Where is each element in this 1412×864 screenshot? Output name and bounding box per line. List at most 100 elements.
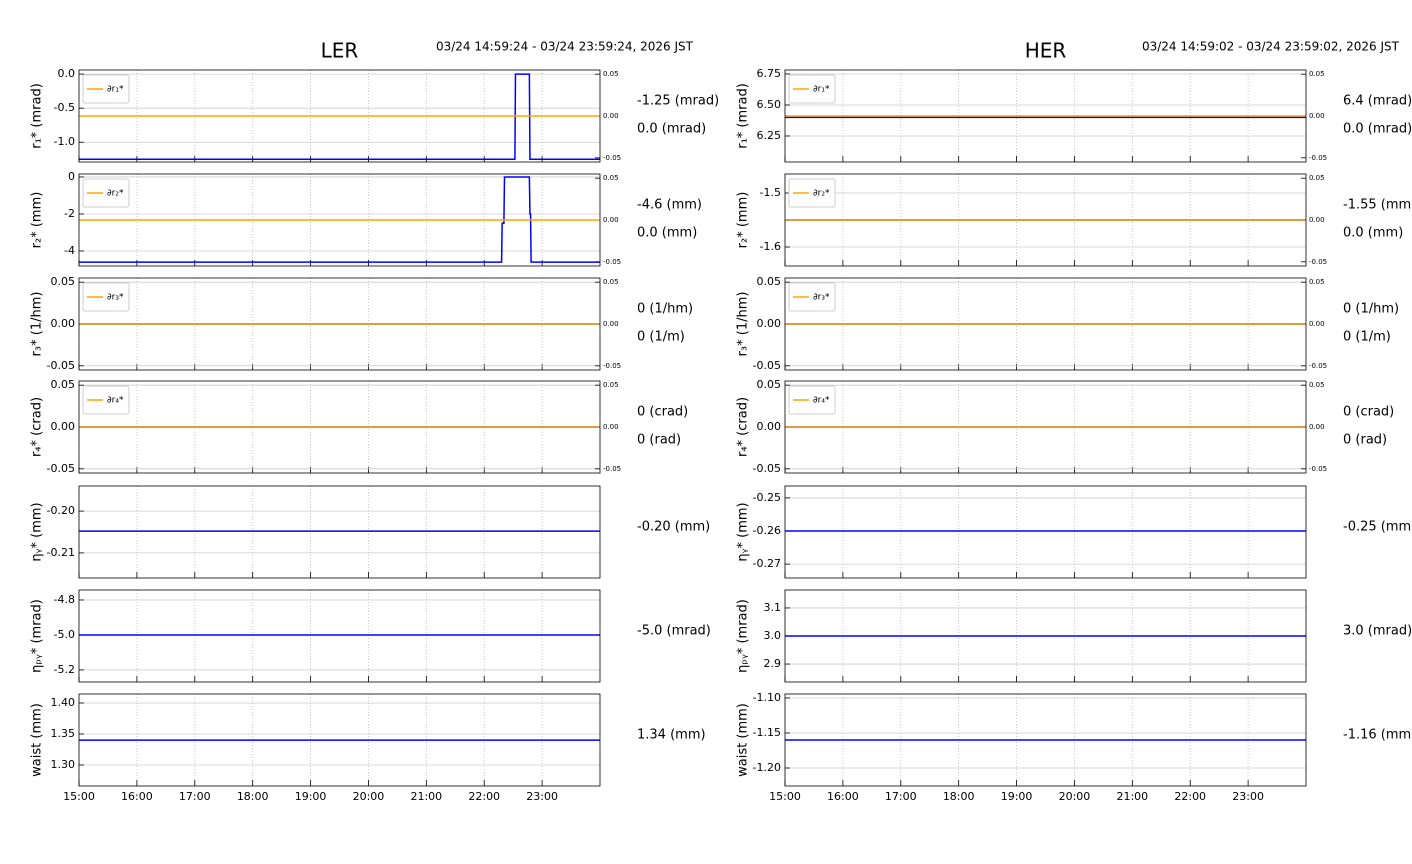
- x-tick-label: 20:00: [1059, 790, 1091, 803]
- plot-frame: [784, 693, 1307, 787]
- y-axis-label: ηₚᵧ* (mrad): [736, 599, 751, 673]
- value-annotation: -1.16 (mm): [1343, 728, 1412, 743]
- y-tick-label: 1.40: [51, 696, 76, 709]
- y-tick-label: 0.00: [757, 420, 782, 433]
- y-tick-label: -4: [64, 244, 75, 257]
- y-tick-label: 0.05: [51, 378, 76, 391]
- y-axis-label: r₃* (1/hm): [30, 292, 45, 357]
- value-annotation: 0 (crad): [1343, 405, 1394, 420]
- x-tick-label: 23:00: [526, 790, 558, 803]
- y2-tick-label: -0.05: [603, 465, 621, 473]
- y2-tick-label: -0.05: [1309, 362, 1327, 370]
- y-tick-label: -1.10: [753, 691, 781, 704]
- y2-tick-label: 0.00: [1309, 112, 1325, 120]
- value-annotation: 0 (1/m): [637, 330, 685, 345]
- y-tick-label: -0.05: [47, 462, 75, 475]
- panel-title: LER: [321, 39, 359, 63]
- legend-box: [788, 74, 836, 104]
- y-axis-label: r₁* (mrad): [30, 83, 45, 149]
- y-tick-label: 0.05: [51, 275, 76, 288]
- x-tick-label: 18:00: [943, 790, 975, 803]
- x-tick-label: 23:00: [1232, 790, 1264, 803]
- y2-tick-label: 0.00: [1309, 423, 1325, 431]
- y2-tick-label: -0.05: [603, 362, 621, 370]
- y-tick-label: -4.8: [54, 593, 75, 606]
- x-tick-label: 19:00: [1001, 790, 1033, 803]
- value-annotation: -1.55 (mm): [1343, 198, 1412, 213]
- value-annotation: -1.25 (mrad): [637, 94, 719, 109]
- value-annotation: 3.0 (mrad): [1343, 624, 1412, 639]
- legend-label: ∂r₄*: [107, 396, 124, 406]
- x-tick-label: 20:00: [353, 790, 385, 803]
- y2-tick-label: -0.05: [1309, 258, 1327, 266]
- x-tick-label: 15:00: [769, 790, 801, 803]
- y2-tick-label: 0.05: [603, 174, 619, 182]
- value-annotation: 0 (rad): [637, 433, 681, 448]
- y-tick-label: 6.25: [757, 129, 782, 142]
- y-tick-label: -0.05: [47, 359, 75, 372]
- y-axis-label: waist (mm): [30, 703, 45, 777]
- value-annotation: 0.0 (mrad): [1343, 122, 1412, 137]
- value-annotation: 0 (1/m): [1343, 330, 1391, 345]
- y-tick-label: 0.05: [757, 378, 782, 391]
- y-tick-label: -0.27: [753, 557, 781, 570]
- plot-frame: [784, 485, 1307, 579]
- value-annotation: -4.6 (mm): [637, 198, 702, 213]
- y-axis-label: ηᵧ* (mm): [736, 502, 751, 561]
- y-tick-label: 0.00: [51, 420, 76, 433]
- y-tick-label: 1.35: [51, 727, 76, 740]
- plot-frame: [78, 485, 601, 579]
- y2-tick-label: 0.00: [603, 423, 619, 431]
- y-tick-label: -1.20: [753, 761, 781, 774]
- y-axis-label: r₄* (crad): [736, 397, 751, 457]
- y2-tick-label: -0.05: [1309, 154, 1327, 162]
- plot-frame: [78, 69, 601, 163]
- series-line: [79, 176, 600, 263]
- y2-tick-label: 0.00: [603, 320, 619, 328]
- y-tick-label: -1.15: [753, 726, 781, 739]
- x-tick-label: 15:00: [63, 790, 95, 803]
- plot-area: [785, 486, 1306, 578]
- y-axis-label: ηᵧ* (mm): [30, 502, 45, 561]
- y-axis-label: r₁* (mrad): [736, 83, 751, 149]
- y-tick-label: -2: [64, 207, 75, 220]
- plot-frame: [78, 173, 601, 267]
- value-annotation: 0 (crad): [637, 405, 688, 420]
- value-annotation: -0.25 (mm): [1343, 520, 1412, 535]
- plot-frame: [784, 173, 1307, 267]
- time-range: 03/24 14:59:02 - 03/24 23:59:02, 2026 JS…: [1142, 40, 1400, 54]
- y-tick-label: 0.00: [51, 317, 76, 330]
- x-tick-label: 21:00: [1116, 790, 1148, 803]
- plot-area: [79, 590, 600, 682]
- value-annotation: 6.4 (mrad): [1343, 94, 1412, 109]
- legend-label: ∂r₂*: [813, 189, 830, 199]
- y-axis-label: r₂* (mm): [736, 192, 751, 249]
- plot-frame: [784, 380, 1307, 474]
- x-tick-label: 17:00: [179, 790, 211, 803]
- x-tick-label: 19:00: [295, 790, 327, 803]
- y-tick-label: -0.20: [47, 504, 75, 517]
- y2-tick-label: 0.00: [1309, 320, 1325, 328]
- y-tick-label: -0.05: [753, 359, 781, 372]
- legend-box: [788, 178, 836, 208]
- y2-tick-label: 0.05: [603, 278, 619, 286]
- y-tick-label: -1.0: [54, 135, 75, 148]
- x-tick-label: 17:00: [885, 790, 917, 803]
- plot-frame: [78, 589, 601, 683]
- y-tick-label: 3.1: [764, 601, 782, 614]
- plot-area: [79, 486, 600, 578]
- x-tick-label: 22:00: [468, 790, 500, 803]
- y-tick-label: 0.05: [757, 275, 782, 288]
- y2-tick-label: 0.05: [603, 381, 619, 389]
- y-tick-label: 0: [68, 170, 75, 183]
- y2-tick-label: 0.05: [1309, 381, 1325, 389]
- x-tick-label: 18:00: [237, 790, 269, 803]
- legend-box: [82, 385, 130, 415]
- x-tick-label: 22:00: [1174, 790, 1206, 803]
- value-annotation: -0.20 (mm): [637, 520, 710, 535]
- plot-frame: [78, 380, 601, 474]
- y-tick-label: -0.05: [753, 462, 781, 475]
- legend-label: ∂r₄*: [813, 396, 830, 406]
